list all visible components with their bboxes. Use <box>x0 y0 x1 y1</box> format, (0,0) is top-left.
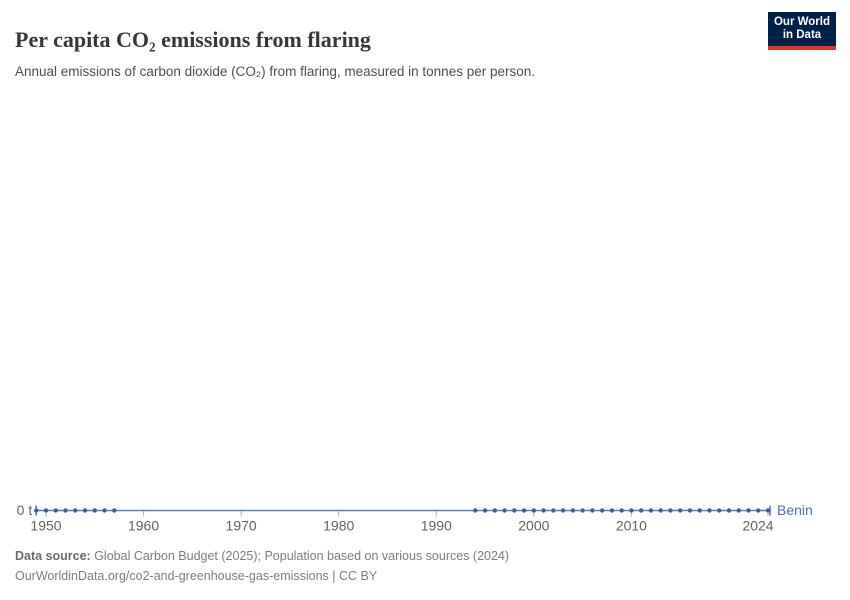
data-source-label: Data source: <box>15 549 91 563</box>
data-point[interactable] <box>687 508 693 513</box>
data-point[interactable] <box>53 508 58 513</box>
data-point[interactable] <box>707 508 712 513</box>
data-point[interactable] <box>736 508 741 513</box>
x-axis-tick-label: 1990 <box>421 518 452 534</box>
data-point[interactable] <box>765 508 771 513</box>
data-point[interactable] <box>82 508 88 513</box>
x-axis-tick-label: 2024 <box>742 518 773 534</box>
data-point[interactable] <box>658 508 663 513</box>
data-point[interactable] <box>92 508 97 513</box>
data-point[interactable] <box>648 508 654 513</box>
page-title: Per capita CO₂ emissions from flaring <box>15 26 371 52</box>
data-point[interactable] <box>43 508 49 513</box>
data-point[interactable] <box>541 508 546 513</box>
data-point[interactable] <box>668 508 673 513</box>
data-point[interactable] <box>102 508 107 513</box>
data-point[interactable] <box>590 508 595 513</box>
data-point[interactable] <box>756 508 761 513</box>
data-point[interactable] <box>531 508 537 513</box>
footer-license: CC BY <box>339 569 378 583</box>
data-point[interactable] <box>63 508 68 513</box>
data-point[interactable] <box>726 508 732 513</box>
data-point[interactable] <box>502 508 507 513</box>
x-axis-tick-label: 1960 <box>128 518 159 534</box>
entity-label[interactable]: Benin <box>777 502 813 518</box>
owid-logo[interactable]: Our World in Data <box>768 12 836 50</box>
footer-url: OurWorldinData.org/co2-and-greenhouse-ga… <box>15 569 329 583</box>
chart-footer: Data source: Global Carbon Budget (2025)… <box>15 546 509 586</box>
data-point[interactable] <box>629 508 634 513</box>
owid-logo-line2: in Data <box>782 29 822 41</box>
data-point[interactable] <box>560 508 566 513</box>
data-point[interactable] <box>638 508 644 513</box>
license-line: OurWorldinData.org/co2-and-greenhouse-ga… <box>15 566 509 586</box>
data-point[interactable] <box>697 508 702 513</box>
data-point[interactable] <box>473 508 478 513</box>
data-point[interactable] <box>34 508 39 513</box>
data-source-line: Data source: Global Carbon Budget (2025)… <box>15 546 509 566</box>
data-source-text: Global Carbon Budget (2025); Population … <box>90 549 510 563</box>
data-point[interactable] <box>609 508 615 513</box>
data-point[interactable] <box>580 508 585 513</box>
data-point[interactable] <box>599 508 605 513</box>
x-axis-tick-label: 1970 <box>226 518 257 534</box>
data-point[interactable] <box>717 508 722 513</box>
owid-logo-line1: Our World <box>773 15 830 28</box>
data-point[interactable] <box>521 508 527 513</box>
footer-separator: | <box>328 569 340 583</box>
data-point[interactable] <box>570 508 576 513</box>
x-axis-tick-label: 1950 <box>30 518 61 534</box>
data-point[interactable] <box>551 508 556 513</box>
y-axis-zero-label: 0 t <box>17 502 33 518</box>
x-axis-tick-label: 2000 <box>518 518 549 534</box>
x-axis-tick-label: 2010 <box>616 518 647 534</box>
data-point[interactable] <box>112 508 117 513</box>
data-point[interactable] <box>512 508 517 513</box>
chart-subtitle: Annual emissions of carbon dioxide (CO₂)… <box>15 63 535 79</box>
data-point[interactable] <box>492 508 498 513</box>
x-axis-tick-label: 1980 <box>323 518 354 534</box>
data-point[interactable] <box>482 508 488 513</box>
data-point[interactable] <box>746 508 751 513</box>
data-point[interactable] <box>619 508 624 513</box>
data-point[interactable] <box>678 508 683 513</box>
data-point[interactable] <box>73 508 78 513</box>
